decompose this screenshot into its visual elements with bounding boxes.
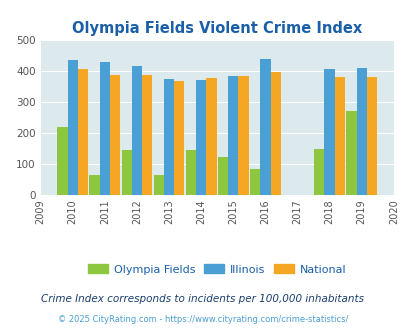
Bar [100, 62, 110, 195]
Text: © 2025 CityRating.com - https://www.cityrating.com/crime-statistics/: © 2025 CityRating.com - https://www.city… [58, 315, 347, 324]
Bar [89, 175, 100, 195]
Bar [78, 69, 88, 195]
Bar [270, 72, 280, 195]
Bar [185, 150, 196, 195]
Bar [121, 150, 132, 195]
Bar [260, 59, 270, 195]
Bar [153, 176, 164, 195]
Text: Crime Index corresponds to incidents per 100,000 inhabitants: Crime Index corresponds to incidents per… [41, 294, 364, 304]
Bar [334, 77, 344, 195]
Bar [238, 76, 248, 195]
Bar [132, 66, 142, 195]
Bar [228, 76, 238, 195]
Bar [313, 149, 324, 195]
Bar [356, 68, 366, 195]
Bar [324, 69, 334, 195]
Bar [110, 75, 120, 195]
Bar [196, 80, 206, 195]
Legend: Olympia Fields, Illinois, National: Olympia Fields, Illinois, National [83, 260, 350, 279]
Title: Olympia Fields Violent Crime Index: Olympia Fields Violent Crime Index [72, 21, 361, 36]
Bar [366, 77, 376, 195]
Bar [142, 75, 152, 195]
Bar [217, 156, 228, 195]
Bar [345, 111, 356, 195]
Bar [174, 81, 184, 195]
Bar [164, 79, 174, 195]
Bar [206, 79, 216, 195]
Bar [57, 127, 67, 195]
Bar [249, 169, 260, 195]
Bar [67, 60, 78, 195]
